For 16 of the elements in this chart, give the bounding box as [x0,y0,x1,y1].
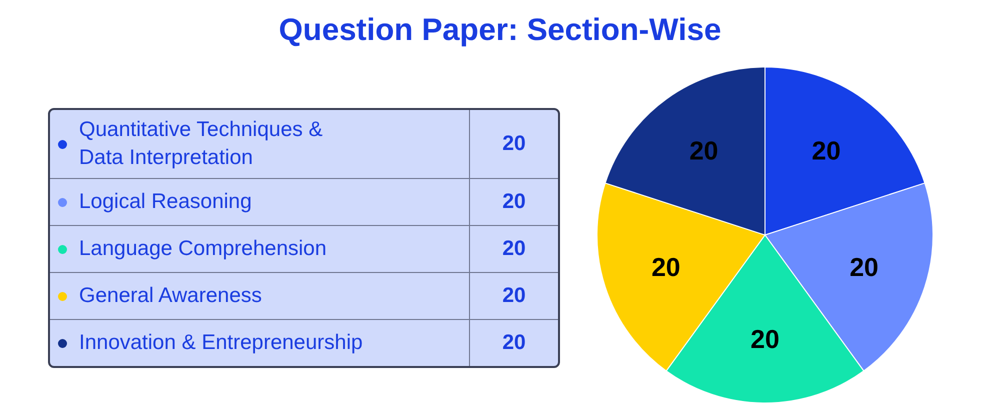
data-label: 20 [689,136,718,166]
legend-label: Quantitative Techniques & Data Interpretation [79,117,324,171]
text: 20 [502,331,526,354]
legend-label: Innovation & Entrepreneurship [79,330,364,356]
legend-label: Logical Reasoning [79,189,253,215]
chart-title: Question Paper: Section-Wise [278,12,722,48]
data-label: 20 [812,136,841,166]
data-label: 20 [850,252,879,282]
text: 20 [502,237,526,260]
legend-label: Language Comprehension [79,236,328,262]
text: 20 [502,284,526,307]
legend-label: General Awareness [79,283,263,309]
text: 20 [651,252,680,282]
text: 20 [502,190,526,213]
data-label: 20 [750,324,780,354]
data-label: 20 [501,131,527,157]
